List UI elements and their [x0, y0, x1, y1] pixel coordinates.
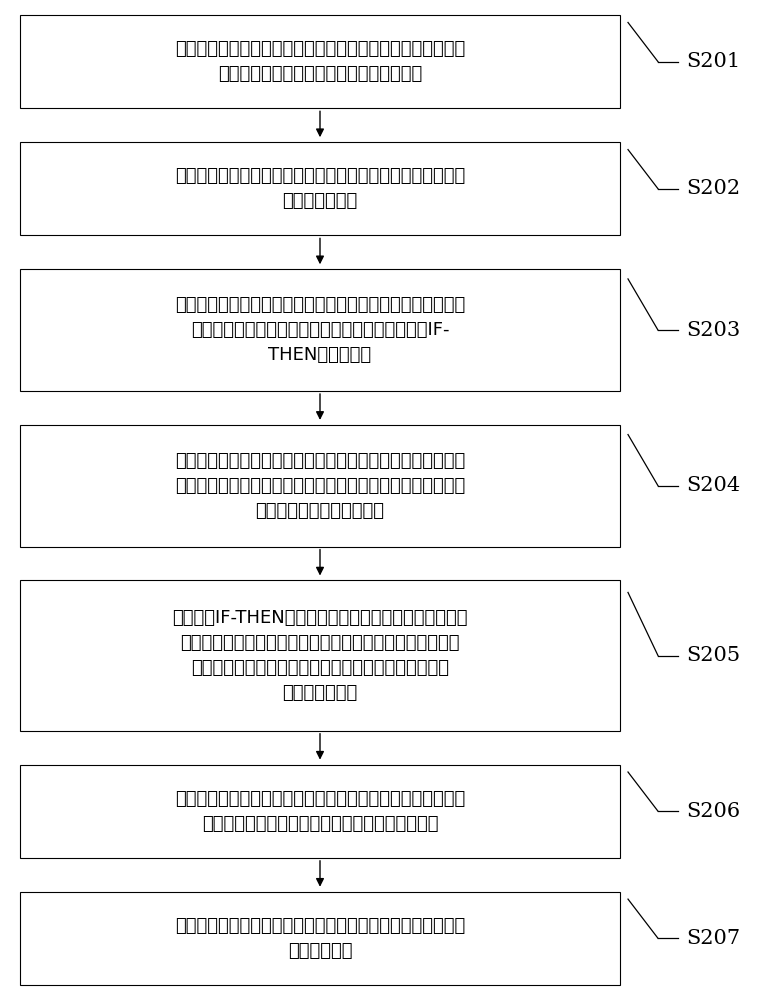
Text: S206: S206: [686, 802, 740, 821]
Text: S203: S203: [686, 321, 740, 340]
Text: 分别构建充电机温度的隶属函数、功率偏差的隶属函数和输出
功率的隶属函数: 分别构建充电机温度的隶属函数、功率偏差的隶属函数和输出 功率的隶属函数: [175, 167, 465, 210]
Bar: [20, 765, 620, 858]
Text: S204: S204: [686, 476, 740, 495]
Text: S205: S205: [686, 646, 740, 665]
Text: 采用加权平均算法计算确定的输出功率的功率值，得到本次充
电机输出功率: 采用加权平均算法计算确定的输出功率的功率值，得到本次充 电机输出功率: [175, 917, 465, 960]
Bar: [20, 892, 620, 985]
Bar: [20, 15, 620, 108]
Text: 在输出功率的隶属函数中查找，与确定的充电机输出功率的输
出功率模糊量及隶属度对应的输出功率的功率值。: 在输出功率的隶属函数中查找，与确定的充电机输出功率的输 出功率模糊量及隶属度对应…: [175, 790, 465, 833]
Text: S202: S202: [686, 179, 740, 198]
Bar: [20, 269, 620, 391]
Bar: [20, 142, 620, 235]
Bar: [20, 580, 620, 731]
Text: S207: S207: [686, 929, 740, 948]
Text: 确定充电机温度的温度模糊变量、功率偏差的功率偏差模糊变
量以及充电机输出功率的输出功率模糊变量: 确定充电机温度的温度模糊变量、功率偏差的功率偏差模糊变 量以及充电机输出功率的输…: [175, 40, 465, 83]
Text: 在充电机温度隶属函数查找本次充电机温度对应的充电机温度
模糊量及隶属度。在功率偏差隶属函数查找本次功率偏差对应
的功率偏差模糊量及隶属度: 在充电机温度隶属函数查找本次充电机温度对应的充电机温度 模糊量及隶属度。在功率偏…: [175, 452, 465, 520]
Bar: [20, 425, 620, 547]
Text: S201: S201: [686, 52, 740, 71]
Text: 以温度模糊变量和所述功率偏差模糊变量为输入变量，以充电
机输出功率的输出功率模糊变量为输出变量，建立IF-
THEN模糊规则表: 以温度模糊变量和所述功率偏差模糊变量为输入变量，以充电 机输出功率的输出功率模糊…: [175, 296, 465, 364]
Text: 确定所述IF-THEN模糊规则表中，与本次充电机温度对应
的充电机温度模糊量及隶属度，和本次功率偏差对应的功率
偏差模糊量及隶属度对应的充电机输出功率的输出功率: 确定所述IF-THEN模糊规则表中，与本次充电机温度对应 的充电机温度模糊量及隶…: [172, 609, 468, 702]
